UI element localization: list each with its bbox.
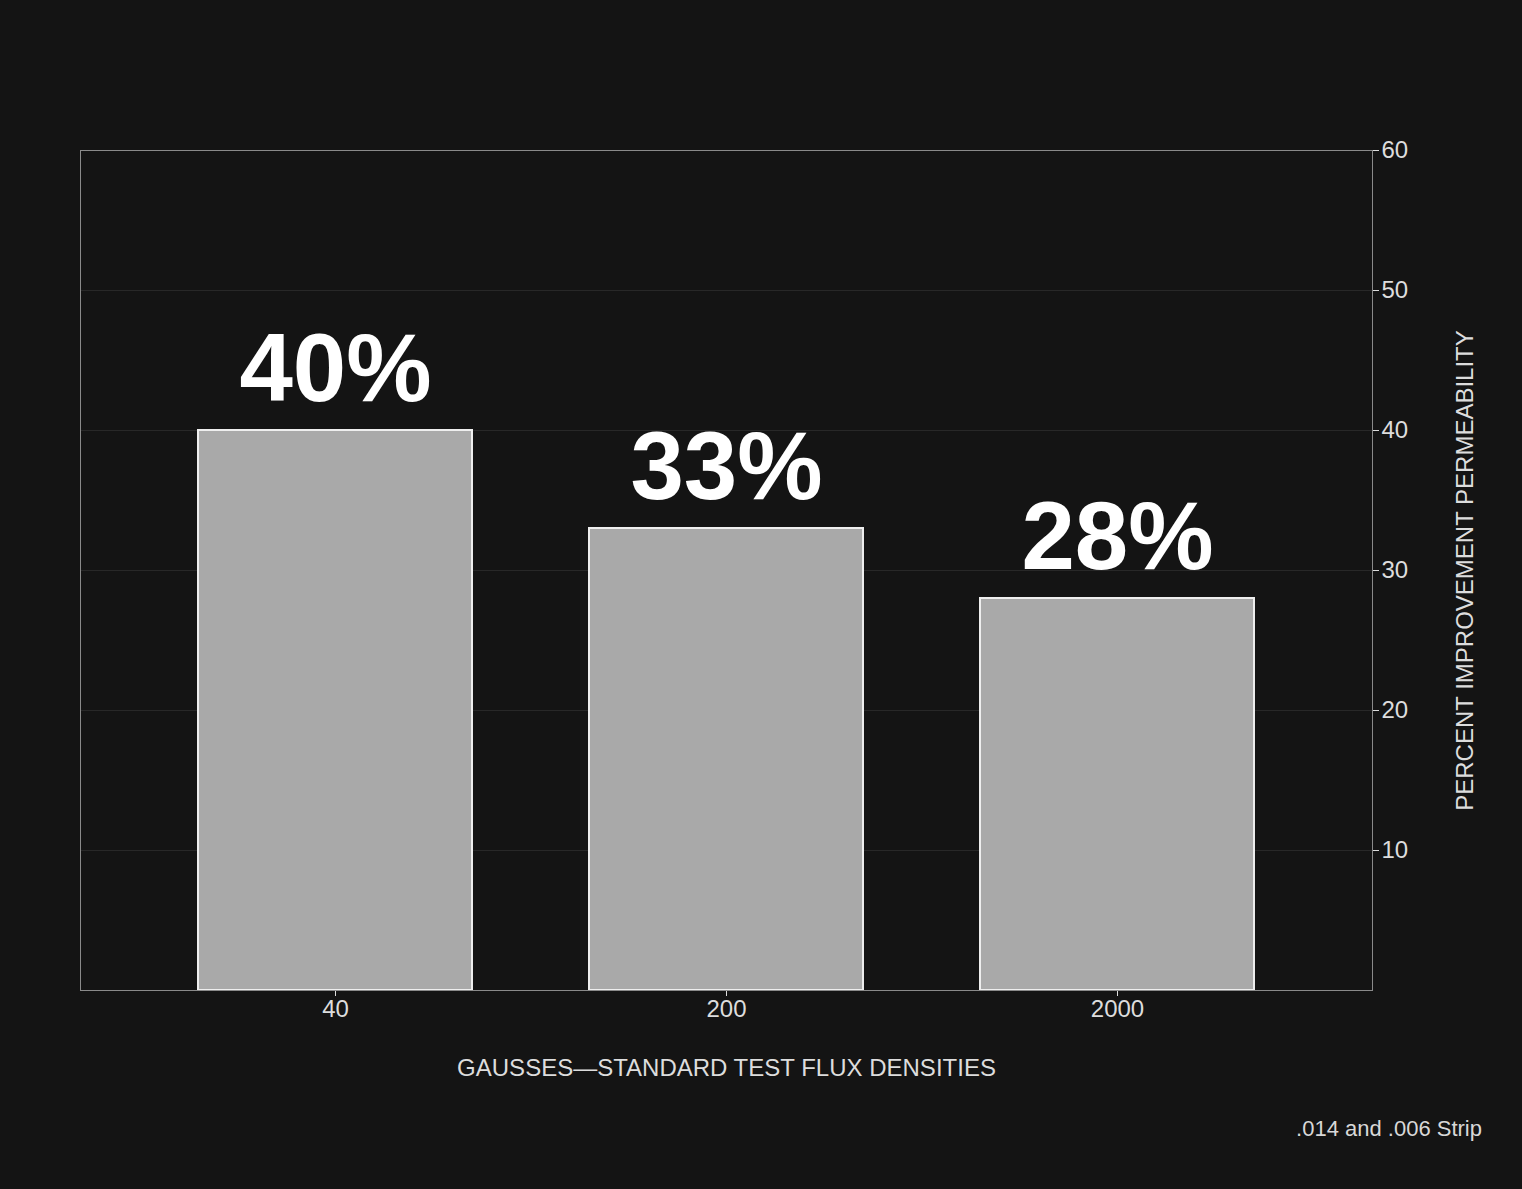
svg-text:GAUSSES—STANDARD TEST FLUX DEN: GAUSSES—STANDARD TEST FLUX DENSITIES (457, 1054, 996, 1081)
svg-text:28%: 28% (1021, 482, 1213, 589)
svg-text:2000: 2000 (1091, 995, 1144, 1022)
svg-text:20: 20 (1382, 696, 1409, 723)
svg-text:40%: 40% (239, 314, 431, 421)
svg-text:50: 50 (1382, 276, 1409, 303)
svg-text:60: 60 (1382, 136, 1409, 163)
svg-text:30: 30 (1382, 556, 1409, 583)
svg-text:40: 40 (322, 995, 349, 1022)
svg-text:PERCENT IMPROVEMENT PERMEABILI: PERCENT IMPROVEMENT PERMEABILITY (1451, 330, 1478, 811)
svg-text:33%: 33% (630, 412, 822, 519)
svg-text:10: 10 (1382, 836, 1409, 863)
svg-text:40: 40 (1382, 416, 1409, 443)
html-text:.014 and .006 Strip: .014 and .006 Strip (1296, 1116, 1482, 1141)
svg-text:200: 200 (706, 995, 746, 1022)
